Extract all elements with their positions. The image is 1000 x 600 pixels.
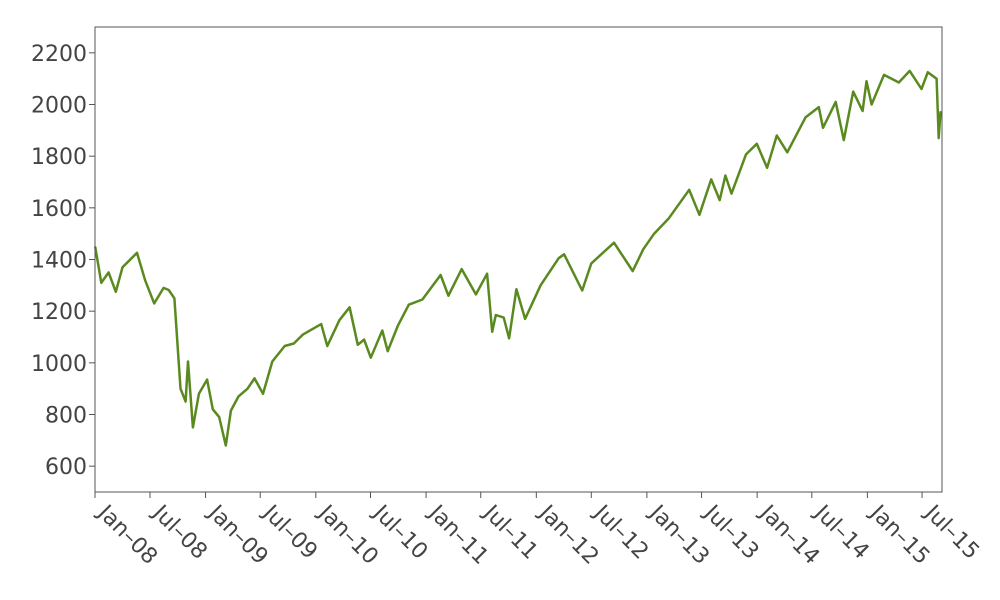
y-tick-label: 1600 xyxy=(31,197,87,222)
x-tick-label: Jan–15 xyxy=(864,499,935,570)
x-tick-label: Jan–11 xyxy=(422,499,493,570)
plot-area-frame xyxy=(94,26,943,493)
x-tick-label: Jan–14 xyxy=(753,499,824,570)
y-tick-label: 1000 xyxy=(31,352,87,377)
y-tick-label: 1200 xyxy=(31,300,87,325)
y-tick-label: 1800 xyxy=(31,145,87,170)
y-axis: 600 800 1000 1200 1400 1600 1800 2000 2200 xyxy=(31,42,95,480)
y-tick-label: 1400 xyxy=(31,249,87,274)
x-axis: Jan–08Jul–08Jan–09Jul–09Jan–10Jul–10Jan–… xyxy=(91,492,984,570)
y-tick-label: 800 xyxy=(45,404,87,429)
series-line-0 xyxy=(94,69,942,447)
series-group xyxy=(94,69,942,447)
x-tick-label: Jan–10 xyxy=(312,499,383,570)
y-tick-label: 2000 xyxy=(31,94,87,119)
y-tick-label: 2200 xyxy=(31,42,87,67)
x-tick-label: Jan–13 xyxy=(643,499,714,570)
x-tick-label: Jan–08 xyxy=(91,499,162,570)
x-tick-label: Jan–09 xyxy=(202,499,273,570)
y-tick-label: 600 xyxy=(45,455,87,480)
x-tick-label: Jan–12 xyxy=(533,499,604,570)
